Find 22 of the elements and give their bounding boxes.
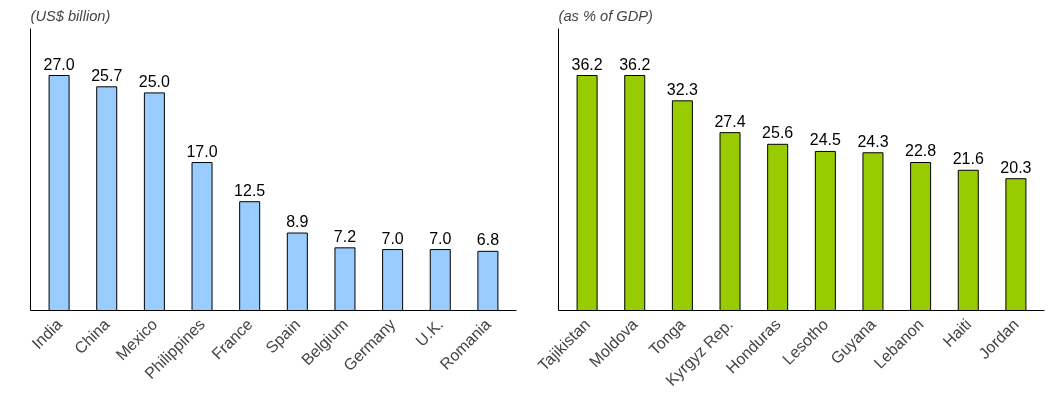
data-label: 24.3 [857, 132, 889, 150]
data-label: 7.0 [381, 229, 404, 247]
chart-title: (as % of GDP) [558, 7, 653, 24]
data-label: 25.7 [91, 66, 123, 84]
data-label: 12.5 [234, 181, 266, 199]
data-label: 36.2 [571, 55, 603, 73]
data-label: 8.9 [286, 213, 309, 231]
data-label: 20.3 [1000, 158, 1032, 176]
data-label: 25.6 [762, 124, 794, 142]
data-label: 27.4 [714, 112, 746, 130]
data-label: 22.8 [905, 142, 937, 160]
data-label: 27.0 [43, 55, 75, 73]
data-label: 21.6 [952, 150, 984, 168]
data-label: 6.8 [476, 231, 500, 249]
data-label: 7.2 [333, 227, 357, 245]
chart-title: (US$ billion) [30, 7, 111, 24]
data-label: 17.0 [186, 142, 218, 160]
data-label: 32.3 [666, 80, 699, 98]
data-label: 25.0 [138, 72, 171, 90]
data-label: 24.5 [809, 131, 841, 149]
data-label: 36.2 [619, 55, 651, 73]
data-label: 7.0 [429, 229, 452, 247]
